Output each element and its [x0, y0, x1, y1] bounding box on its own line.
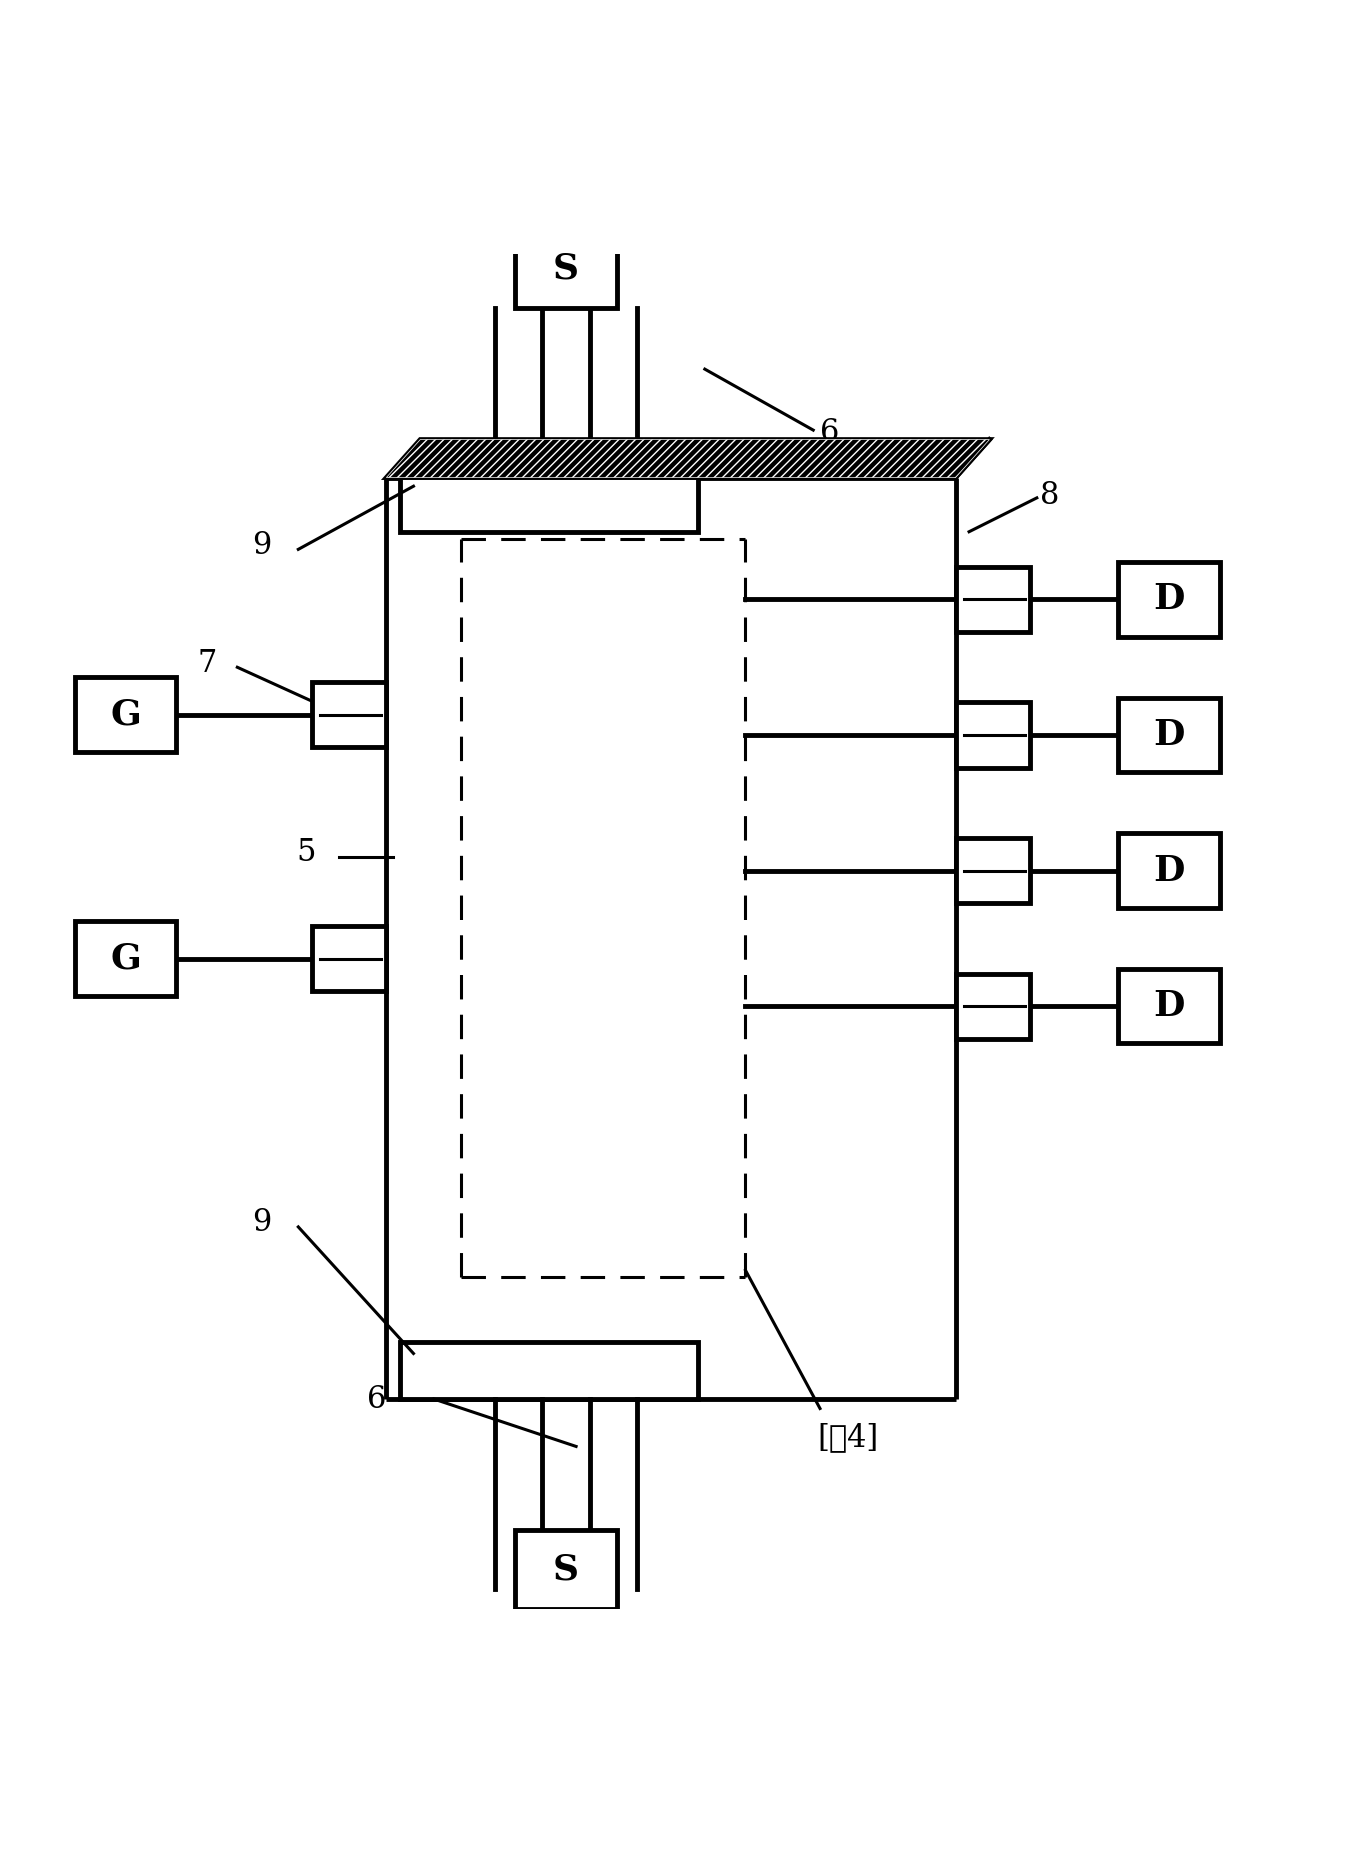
Text: G: G — [110, 941, 141, 976]
Text: S: S — [553, 1552, 579, 1587]
Text: 9: 9 — [252, 529, 271, 561]
Bar — [312, 682, 386, 747]
Bar — [1118, 969, 1220, 1043]
Text: D: D — [1153, 717, 1184, 753]
Text: D: D — [1153, 583, 1184, 617]
Bar — [400, 475, 698, 531]
Text: 9: 9 — [252, 1207, 271, 1239]
Bar — [400, 1341, 698, 1399]
Text: D: D — [1153, 989, 1184, 1023]
Bar — [956, 838, 1029, 904]
Text: 5: 5 — [297, 836, 316, 868]
Text: 6: 6 — [820, 417, 839, 449]
Bar — [515, 1531, 617, 1610]
Text: [图4]: [图4] — [817, 1421, 879, 1453]
Text: G: G — [110, 697, 141, 732]
Text: 6: 6 — [367, 1384, 386, 1414]
Text: S: S — [553, 252, 579, 285]
Bar — [956, 566, 1029, 632]
Text: D: D — [1153, 853, 1184, 887]
Bar — [75, 922, 177, 997]
Bar — [956, 702, 1029, 768]
Polygon shape — [386, 440, 990, 477]
Bar — [312, 926, 386, 991]
Bar — [1118, 833, 1220, 907]
Bar — [515, 229, 617, 307]
Text: 8: 8 — [1039, 479, 1058, 510]
Bar — [1118, 563, 1220, 637]
Bar — [1118, 699, 1220, 773]
Bar — [75, 678, 177, 753]
Text: 7: 7 — [197, 648, 218, 678]
Bar — [956, 974, 1029, 1038]
